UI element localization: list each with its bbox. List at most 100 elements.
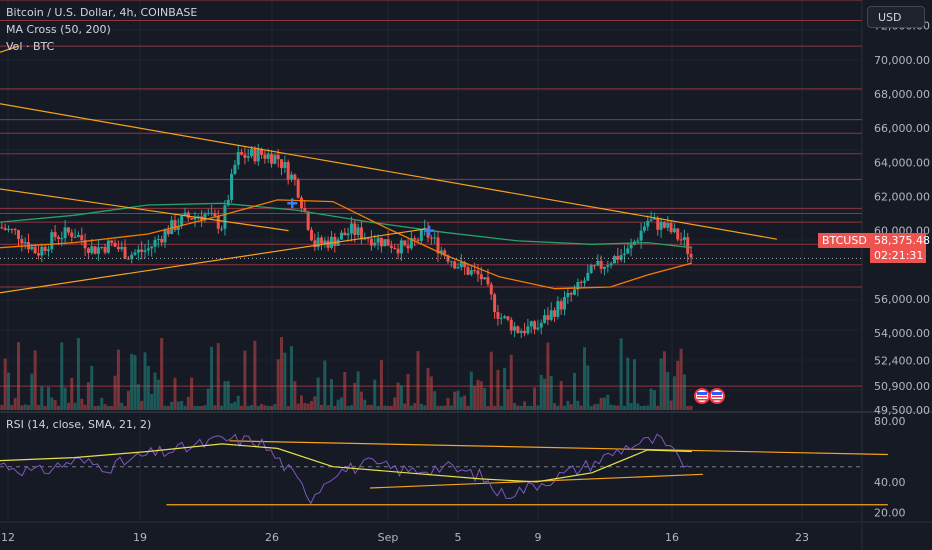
volume-bar (123, 405, 127, 410)
candle-body (50, 232, 54, 250)
volume-bar (383, 405, 387, 410)
volume-bar (166, 405, 170, 410)
volume-bar (26, 405, 30, 410)
volume-bar (456, 390, 460, 410)
candle-body (489, 284, 493, 295)
candle-body (280, 159, 284, 168)
candle-body (186, 212, 190, 218)
candle-body (533, 321, 537, 330)
rsi-tick-label: 40.00 (874, 476, 906, 489)
volume-bar (300, 395, 304, 410)
candle-body (529, 321, 533, 327)
volume-bar (276, 359, 280, 410)
currency-button[interactable]: USD (867, 6, 925, 28)
candle-body (449, 261, 453, 263)
volume-bar (622, 405, 626, 410)
volume-bar (113, 375, 117, 410)
candle-body (80, 235, 84, 241)
volume-bar (632, 359, 636, 410)
rsi-trendline (369, 473, 703, 489)
price-tick-label: 64,000.00 (874, 156, 930, 169)
candle-body (319, 237, 323, 244)
candle-body (226, 199, 230, 206)
candle-body (263, 154, 267, 159)
price-tick-label: 56,000.00 (874, 293, 930, 306)
candle-body (586, 272, 590, 281)
volume-bar (559, 381, 563, 410)
volume-bar (253, 340, 257, 410)
volume-bar (246, 405, 250, 410)
candle-body (626, 248, 630, 254)
volume-bar (499, 405, 503, 410)
candle-body (206, 213, 210, 215)
volume-bar (283, 352, 287, 410)
candle-body (329, 236, 333, 248)
volume-bar (463, 395, 467, 410)
price-trendline (0, 45, 19, 53)
volume-bar (646, 405, 650, 410)
candle-body (393, 247, 397, 249)
volume-bar (273, 404, 277, 410)
us-flag-event-icon[interactable] (694, 388, 710, 404)
volume-bar (346, 405, 350, 410)
ma-cross-legend[interactable]: MA Cross (50, 200) (6, 23, 111, 36)
volume-bar (449, 405, 453, 410)
volume-bar (672, 376, 676, 410)
candle-body (166, 229, 170, 235)
volume-bar (503, 367, 507, 410)
us-flag-event-icon[interactable] (709, 388, 725, 404)
time-tick-label: 26 (265, 531, 279, 544)
volume-bar (639, 405, 643, 410)
symbol-tag: BTCUSD (818, 233, 870, 248)
candle-body (83, 240, 87, 249)
volume-bar (682, 374, 686, 410)
rsi-legend[interactable]: RSI (14, close, SMA, 21, 2) (6, 418, 152, 431)
volume-bar (409, 405, 413, 410)
candle-body (556, 301, 560, 317)
volume-bar (23, 404, 27, 410)
volume-bar (556, 405, 560, 410)
candle-body (483, 277, 487, 280)
candle-body (313, 240, 317, 248)
volume-bar (66, 402, 70, 410)
volume-legend[interactable]: Vol · BTC (6, 40, 55, 53)
candle-body (493, 294, 497, 313)
candle-body (513, 326, 517, 331)
candle-body (63, 227, 67, 239)
volume-bar (579, 405, 583, 410)
time-tick-label: 23 (795, 531, 809, 544)
candle-body (672, 228, 676, 233)
volume-bar (583, 347, 587, 410)
candle-body (66, 227, 70, 233)
candle-body (236, 151, 240, 165)
candle-body (193, 216, 197, 220)
candle-body (543, 315, 547, 323)
volume-bar (13, 397, 17, 410)
candle-body (270, 154, 274, 164)
volume-bar (106, 406, 110, 410)
volume-bar (70, 377, 74, 410)
volume-bar (676, 360, 680, 410)
volume-bar (586, 365, 590, 410)
candle-body (396, 248, 400, 254)
price-tick-label: 70,000.00 (874, 54, 930, 67)
volume-bar (223, 381, 227, 410)
candle-body (662, 221, 666, 228)
candle-body (233, 164, 237, 174)
volume-bar (363, 399, 367, 410)
volume-bar (336, 399, 340, 410)
volume-bar (293, 381, 297, 410)
candle-body (60, 238, 64, 240)
candle-body (309, 229, 313, 241)
candle-body (339, 232, 343, 240)
time-tick-label: 9 (535, 531, 542, 544)
candle-body (90, 246, 94, 253)
volume-bar (612, 405, 616, 410)
candle-body (486, 277, 490, 285)
volume-bar (509, 354, 513, 410)
candle-body (36, 253, 40, 256)
volume-bar (602, 397, 606, 410)
candle-body (596, 260, 600, 266)
